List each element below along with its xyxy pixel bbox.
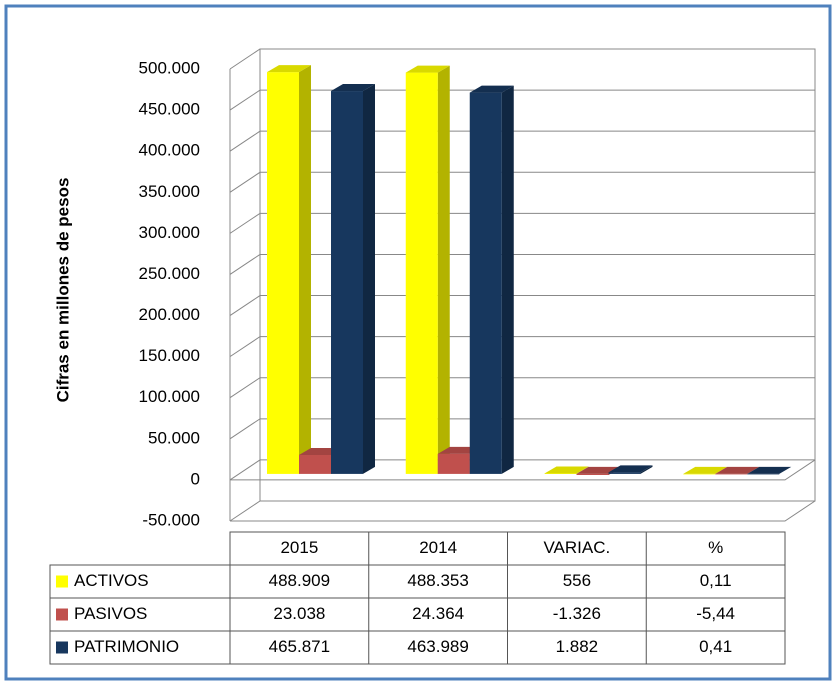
bar-face	[608, 465, 653, 473]
grid-line	[229, 336, 815, 358]
bar-face	[683, 466, 728, 474]
bar-face	[501, 85, 514, 474]
grid-line	[229, 500, 815, 522]
bar-face	[437, 65, 450, 474]
legend-label: PASIVOS	[74, 604, 147, 623]
bar-face	[576, 473, 609, 475]
bar-face	[544, 473, 577, 474]
table-value: 0,11	[700, 571, 732, 590]
bar-face	[363, 84, 375, 474]
bar-face	[544, 466, 589, 474]
y-tick-label: 50.000	[148, 428, 200, 447]
bar	[683, 466, 728, 475]
y-tick-label: 0	[191, 469, 200, 488]
grid-line	[229, 459, 815, 481]
bar-face	[747, 473, 780, 475]
table-value: -5,44	[696, 604, 735, 623]
table-value: 488.909	[269, 571, 330, 590]
x-tick-label: VARIAC.	[543, 538, 610, 557]
bar	[747, 466, 792, 475]
grid-line	[229, 171, 815, 193]
grid-line	[229, 48, 815, 70]
legend-swatch	[56, 575, 68, 588]
grid-line	[229, 418, 815, 440]
grid-line	[229, 89, 815, 111]
bar	[608, 465, 653, 474]
y-axis-label: Cifras en millones de pesos	[53, 178, 72, 403]
bar-face	[469, 85, 514, 93]
bar-face	[715, 473, 748, 475]
y-tick-label: 300.000	[139, 223, 200, 242]
table-value: 0,41	[699, 637, 732, 656]
bar-face	[331, 84, 375, 92]
bar-face	[405, 65, 450, 73]
bar-face	[437, 453, 470, 474]
bar-face	[715, 466, 728, 474]
bar-face	[299, 454, 331, 474]
x-tick-label: %	[708, 538, 723, 557]
bar-face	[299, 65, 311, 474]
y-tick-label: -50.000	[142, 510, 200, 529]
bar	[405, 65, 450, 474]
y-tick-label: 500.000	[139, 58, 200, 77]
bar-face	[747, 466, 792, 474]
bar-face	[683, 473, 716, 475]
grid-line	[229, 130, 815, 152]
y-tick-label: 450.000	[139, 100, 200, 119]
legend-label: PATRIMONIO	[74, 637, 179, 656]
y-tick-label: 100.000	[139, 387, 200, 406]
y-tick-label: 400.000	[139, 141, 200, 160]
table-value: 556	[563, 571, 591, 590]
bar-face	[715, 466, 760, 474]
bar-face	[331, 91, 363, 474]
legend-swatch	[56, 641, 68, 654]
grid-line	[229, 295, 815, 316]
floor-low	[230, 500, 816, 522]
table-value: 24.364	[412, 604, 464, 623]
table-value: -1.326	[553, 604, 601, 623]
bar-face	[779, 466, 792, 474]
bar-face	[267, 65, 311, 73]
table-value: 463.989	[407, 637, 468, 656]
grid-line	[229, 377, 815, 399]
bar	[331, 84, 375, 474]
bar-face	[576, 466, 589, 474]
y-tick-label: 350.000	[139, 182, 200, 201]
y-tick-label: 200.000	[139, 305, 200, 324]
table-value: 488.353	[407, 571, 468, 590]
grid-line	[229, 212, 815, 234]
x-tick-label: 2015	[280, 538, 318, 557]
legend-swatch	[56, 608, 68, 621]
bar-face	[640, 465, 653, 474]
bar	[544, 466, 589, 474]
table-value: 465.871	[269, 637, 330, 656]
x-tick-label: 2014	[419, 538, 457, 557]
bar-face	[469, 92, 502, 474]
bar-face	[267, 72, 299, 474]
bar-face	[608, 472, 641, 474]
y-tick-label: 250.000	[139, 264, 200, 283]
bar	[267, 65, 311, 474]
table-value: 23.038	[273, 604, 325, 623]
floor	[230, 459, 816, 481]
legend-label: ACTIVOS	[74, 571, 149, 590]
y-tick-label: 150.000	[139, 346, 200, 365]
bar	[469, 85, 514, 474]
bar-face	[405, 72, 438, 474]
table-value: 1.882	[556, 637, 599, 656]
grid-line	[229, 253, 815, 275]
